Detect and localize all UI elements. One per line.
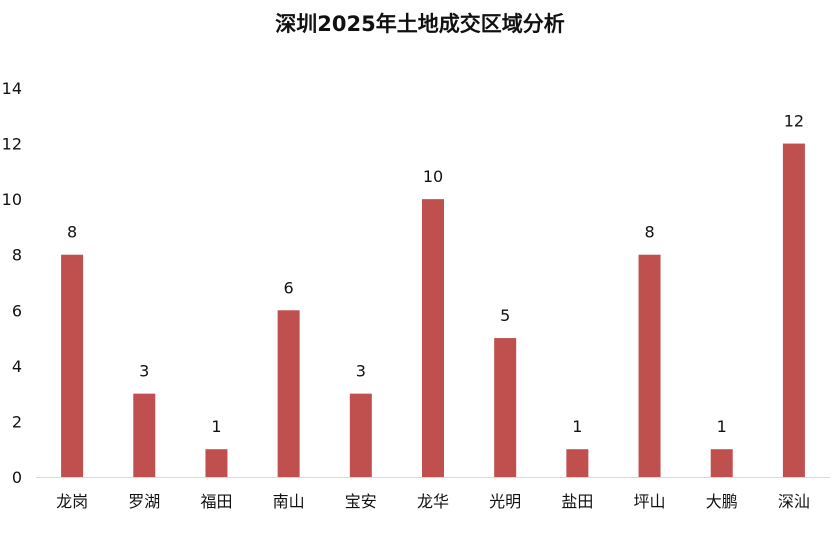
x-tick-label-4: 南山 (273, 492, 305, 511)
y-tick-label: 8 (12, 246, 22, 265)
x-tick-label-5: 宝安 (345, 492, 377, 511)
x-tick-label-3: 福田 (200, 492, 232, 511)
bar-10 (710, 449, 733, 477)
x-tick-label-7: 光明 (489, 492, 521, 511)
y-tick-label: 4 (12, 357, 22, 376)
x-tick-label-11: 深汕 (778, 492, 810, 511)
x-tick-label-6: 龙华 (417, 492, 449, 511)
bar-11 (782, 143, 805, 478)
x-tick-label-10: 大鹏 (706, 492, 738, 511)
data-labels: 8 3 1 6 3 10 5 1 8 1 12 (67, 112, 804, 437)
y-tick-label: 6 (12, 301, 22, 320)
bar-3 (205, 449, 228, 477)
y-tick-label: 12 (2, 135, 22, 154)
bar-4 (277, 310, 300, 477)
bar-1 (61, 254, 84, 477)
y-tick-label: 2 (12, 412, 22, 431)
chart-title: 深圳2025年土地成交区域分析 (275, 12, 565, 36)
bar-5 (349, 393, 372, 477)
data-label-8: 1 (572, 417, 582, 436)
data-label-9: 8 (644, 223, 654, 242)
y-tick-label: 14 (2, 79, 22, 98)
bar-6 (422, 199, 444, 477)
data-label-5: 3 (356, 362, 366, 381)
data-label-4: 6 (284, 278, 294, 297)
x-tick-label-1: 龙岗 (56, 492, 88, 511)
x-axis: 龙岗 罗湖 福田 南山 宝安 龙华 光明 盐田 坪山 大鹏 深汕 (56, 492, 810, 511)
data-label-3: 1 (211, 417, 221, 436)
data-label-7: 5 (500, 306, 510, 325)
data-label-10: 1 (717, 417, 727, 436)
data-label-1: 8 (67, 223, 77, 242)
bar-2 (133, 393, 156, 477)
bar-8 (566, 449, 589, 477)
bar-7 (494, 338, 517, 477)
x-tick-label-9: 坪山 (634, 492, 666, 511)
bar-9 (638, 254, 661, 477)
bars (61, 143, 805, 478)
x-tick-label-2: 罗湖 (128, 492, 160, 511)
data-label-6: 10 (423, 167, 443, 186)
data-label-2: 3 (139, 362, 149, 381)
x-tick-label-8: 盐田 (561, 492, 593, 511)
y-tick-label: 0 (12, 468, 22, 487)
data-label-11: 12 (784, 112, 804, 131)
y-axis: 0 2 4 6 8 10 12 14 (2, 79, 22, 487)
y-tick-label: 10 (2, 190, 22, 209)
